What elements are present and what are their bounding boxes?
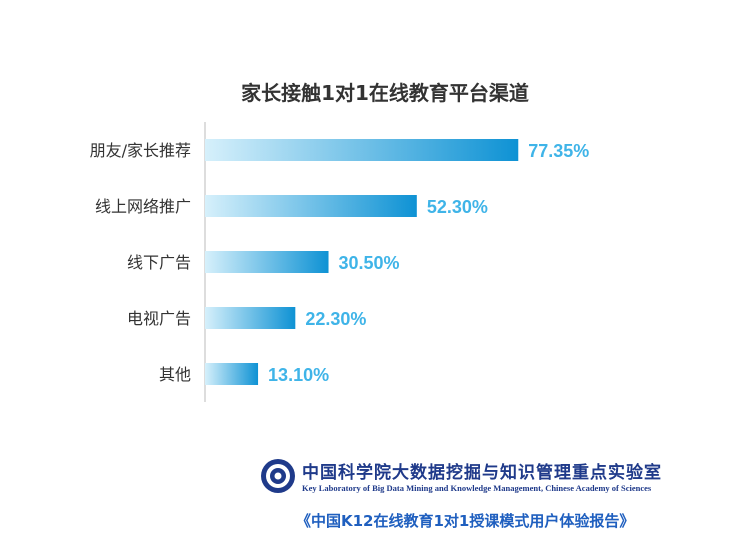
value-label-2: 30.50% <box>339 253 400 273</box>
cas-emblem-icon <box>261 459 295 493</box>
value-label-4: 13.10% <box>268 365 329 385</box>
category-label-1: 线上网络推广 <box>95 197 191 216</box>
value-label-3: 22.30% <box>305 309 366 329</box>
category-label-4: 其他 <box>159 365 191 384</box>
bar-4 <box>205 363 259 385</box>
value-label-0: 77.35% <box>528 141 589 161</box>
report-title: 《中国K12在线教育1对1授课模式用户体验报告》 <box>296 512 635 530</box>
bar-chart: 家长接触1对1在线教育平台渠道 朋友/家长推荐 77.35% 线上网络推广 52.30… <box>90 81 589 402</box>
category-label-2: 线下广告 <box>127 253 191 272</box>
bar-0 <box>205 139 519 161</box>
category-label-3: 电视广告 <box>127 309 191 328</box>
chart-title: 家长接触1对1在线教育平台渠道 <box>241 81 529 105</box>
value-label-1: 52.30% <box>427 197 488 217</box>
bars-group: 朋友/家长推荐 77.35% 线上网络推广 52.30% 线下广告 30.50% 电视广告 2… <box>90 139 589 385</box>
bar-3 <box>205 307 296 329</box>
org-name-en: Key Laboratory of Big Data Mining and Kn… <box>302 483 652 493</box>
org-name-cn: 中国科学院大数据挖掘与知识管理重点实验室 <box>302 463 662 483</box>
category-label-0: 朋友/家长推荐 <box>90 141 191 160</box>
bar-1 <box>205 195 417 217</box>
bar-2 <box>205 251 329 273</box>
